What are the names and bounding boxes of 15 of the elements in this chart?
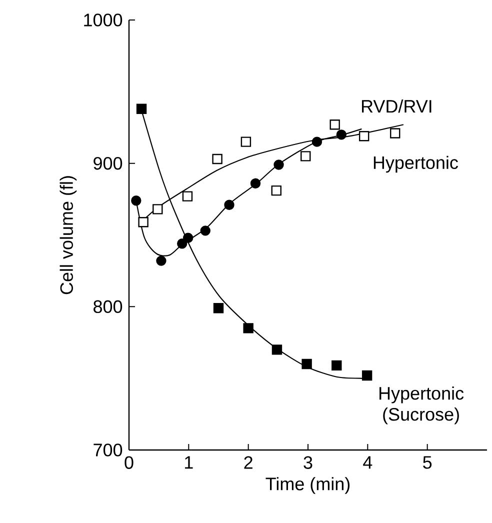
x-tick-label: 1 — [185, 456, 193, 469]
y-tick-label: 900 — [94, 156, 122, 170]
x-axis-title: Time (min) — [266, 477, 350, 494]
x-tick-label: 0 — [124, 456, 134, 469]
series-label: Hypertonic (Sucrose) — [380, 386, 464, 424]
series-label: RVD/RVI — [362, 100, 432, 113]
x-tick-label: 4 — [363, 456, 372, 469]
y-tick-label: 700 — [94, 444, 122, 456]
y-tick-label: 1000 — [84, 14, 122, 26]
series-label: Hypertonic — [374, 156, 458, 173]
y-tick-label: 800 — [94, 300, 122, 314]
x-tick-label: 2 — [244, 456, 252, 469]
x-tick-label: 3 — [304, 456, 312, 469]
x-tick-label: 5 — [423, 456, 432, 469]
y-axis-title: Cell volume (fl) — [60, 176, 77, 294]
